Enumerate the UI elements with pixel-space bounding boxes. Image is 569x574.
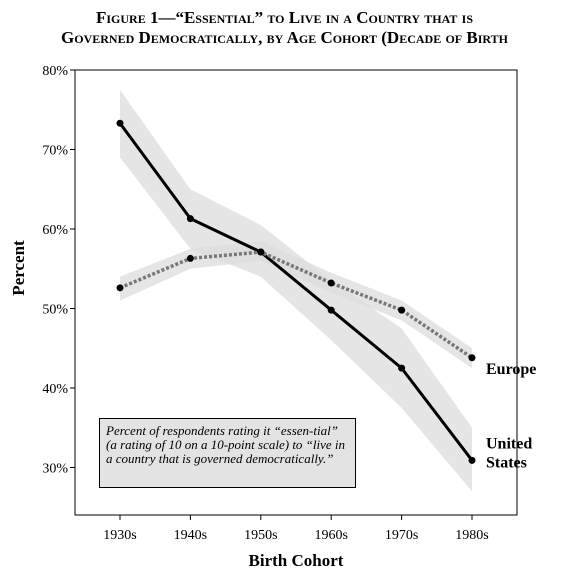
chart-title-line-2: Governed Democratically, by Age Cohort (… [61, 28, 508, 47]
series-label: United [486, 435, 532, 452]
y-tick-label: 40% [42, 382, 68, 397]
chart-title-line-1: Figure 1—“Essential” to Live in a Countr… [95, 8, 474, 27]
x-tick-label: 1940s [174, 528, 207, 543]
y-tick-label: 50% [42, 303, 68, 318]
x-axis-title: Birth Cohort [249, 551, 344, 570]
y-tick-label: 30% [42, 462, 68, 477]
data-point [116, 284, 124, 292]
series-line [119, 250, 473, 360]
data-point [257, 248, 265, 256]
confidence-band [120, 240, 472, 369]
confidence-bands [120, 89, 472, 492]
data-point [327, 306, 335, 314]
data-point [186, 215, 194, 223]
series-points [116, 119, 476, 464]
data-point [468, 456, 476, 464]
data-point [468, 354, 476, 362]
confidence-band [120, 89, 472, 492]
data-point [116, 119, 124, 127]
y-axis-title: Percent [9, 240, 28, 296]
x-tick-label: 1960s [314, 528, 347, 543]
y-tick-label: 80% [42, 64, 68, 79]
data-point [186, 254, 194, 262]
series-labels: United States Europe [486, 361, 536, 472]
y-tick-label: 70% [42, 144, 68, 159]
data-point [398, 306, 406, 314]
plot-frame [74, 69, 518, 516]
x-axis: 1930s 1940s 1950s 1960s 1970s 1980s [103, 515, 489, 543]
series-lines [118, 122, 474, 462]
y-axis: 30% 40% 50% 60% 70% 80% [42, 64, 75, 477]
data-point [398, 364, 406, 372]
series-label: States [486, 454, 527, 471]
y-tick-label: 60% [42, 223, 68, 238]
x-tick-label: 1970s [385, 528, 418, 543]
chart-note: Percent of respondents rating it “essen-… [99, 418, 356, 488]
data-point [327, 279, 335, 287]
series-line [118, 122, 474, 462]
x-tick-label: 1930s [103, 528, 136, 543]
chart-title: Figure 1—“Essential” to Live in a Countr… [0, 8, 569, 48]
x-tick-label: 1950s [244, 528, 277, 543]
series-label: Europe [486, 361, 536, 378]
x-tick-label: 1980s [455, 528, 488, 543]
